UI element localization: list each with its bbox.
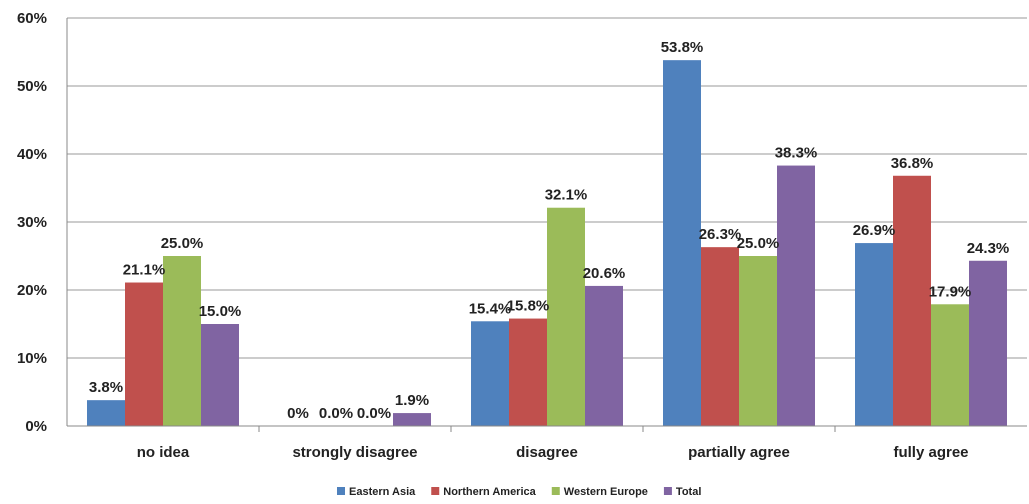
bar — [509, 318, 547, 426]
data-label: 0% — [287, 405, 309, 422]
bars — [87, 60, 1007, 426]
legend-label: Eastern Asia — [349, 486, 416, 498]
bar — [701, 247, 739, 426]
legend-swatch — [663, 487, 672, 495]
data-label: 15.8% — [507, 298, 550, 315]
data-label: 15.0% — [199, 303, 242, 320]
bar — [855, 243, 893, 426]
data-label: 24.3% — [967, 240, 1010, 257]
data-label: 53.8% — [661, 39, 704, 56]
bar — [471, 321, 509, 426]
legend-label: Total — [676, 486, 701, 498]
bar — [663, 60, 701, 426]
bar — [393, 413, 431, 426]
bar — [739, 256, 777, 426]
data-label: 21.1% — [123, 262, 166, 279]
y-tick-label: 0% — [25, 418, 47, 435]
data-label: 20.6% — [583, 265, 626, 282]
y-tick-label: 20% — [17, 282, 47, 299]
data-label: 17.9% — [929, 283, 972, 300]
data-label: 25.0% — [161, 235, 204, 252]
data-label: 25.0% — [737, 235, 780, 252]
legend-swatch — [337, 487, 345, 495]
x-category-label: disagree — [516, 444, 578, 461]
y-tick-label: 40% — [17, 146, 47, 163]
legend-label: Northern America — [443, 486, 536, 498]
bar — [125, 282, 163, 426]
y-tick-label: 30% — [17, 214, 47, 231]
data-label: 15.4% — [469, 300, 512, 317]
bar — [547, 207, 585, 426]
x-category-label: fully agree — [893, 444, 968, 461]
data-label: 26.3% — [699, 226, 742, 243]
data-label: 36.8% — [891, 155, 934, 172]
bar — [87, 400, 125, 426]
y-tick-label: 50% — [17, 78, 47, 95]
legend-swatch — [551, 487, 560, 495]
data-label: 0.0% — [357, 405, 391, 422]
data-label: 38.3% — [775, 145, 818, 162]
bar — [969, 260, 1007, 426]
legend: Eastern Asia Northern America Western Euro… — [337, 486, 701, 498]
bar — [163, 256, 201, 426]
x-category-label: partially agree — [688, 444, 790, 461]
legend-label: Western Europe — [564, 486, 648, 498]
data-label: 1.9% — [395, 392, 429, 409]
y-tick-label: 10% — [17, 350, 47, 367]
y-tick-label: 60% — [17, 10, 47, 27]
legend-swatch — [431, 487, 440, 495]
data-label: 0.0% — [319, 405, 353, 422]
data-label: 26.9% — [853, 222, 896, 239]
data-label: 32.1% — [545, 187, 588, 204]
y-axis-ticks: 0% 10% 20% 30% 40% 50% 60% — [17, 10, 47, 435]
axes — [66, 18, 1027, 432]
category-labels: no idea strongly disagree disagree partiall… — [137, 444, 969, 461]
bar — [893, 175, 931, 426]
bar — [931, 304, 969, 426]
bar — [201, 324, 239, 426]
x-category-label: strongly disagree — [292, 444, 417, 461]
bar — [585, 285, 623, 426]
data-labels: 3.8%21.1%25.0%15.0%0% 0.0% 0.0%1.9%15.4%15… — [89, 39, 1009, 422]
bar — [777, 165, 815, 426]
x-category-label: no idea — [137, 444, 190, 461]
data-label: 3.8% — [89, 379, 123, 396]
